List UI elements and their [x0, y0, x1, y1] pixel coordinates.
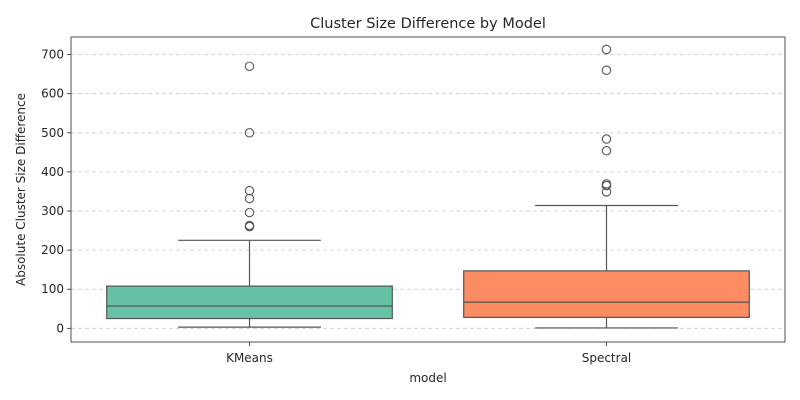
y-axis-label: Absolute Cluster Size Difference — [14, 93, 28, 286]
outlier-point — [244, 193, 255, 204]
outlier-point — [244, 128, 255, 138]
y-tick-label: 100 — [41, 282, 64, 296]
outlier-point — [601, 44, 612, 55]
x-axis-label: model — [409, 371, 446, 385]
iqr-box — [106, 285, 393, 320]
y-axis-ticks: 0 100 200 300 400 500 600 700 — [41, 48, 71, 335]
chart-title: Cluster Size Difference by Model — [310, 16, 546, 32]
iqr-box — [463, 270, 750, 318]
y-tick-label: 500 — [41, 126, 64, 140]
box-spectral — [463, 44, 750, 329]
box-kmeans — [106, 61, 393, 328]
outlier-point — [244, 185, 255, 196]
plot-frame — [70, 36, 786, 343]
outlier-point — [601, 187, 612, 197]
boxes-group — [106, 44, 750, 329]
y-tick-label: 700 — [41, 48, 64, 62]
outlier-point — [244, 220, 255, 231]
x-tick-label: Spectral — [582, 351, 632, 365]
outlier-point — [601, 179, 612, 189]
y-tick-label: 400 — [41, 165, 64, 179]
outlier-point — [244, 207, 255, 218]
outlier-point — [601, 65, 612, 75]
y-tick-label: 300 — [41, 204, 64, 218]
x-axis-ticks: KMeans Spectral — [226, 342, 631, 365]
y-tick-label: 600 — [41, 87, 64, 101]
outlier-point — [601, 146, 612, 156]
outlier-point — [244, 61, 255, 72]
x-tick-label: KMeans — [226, 351, 273, 365]
y-tick-label: 0 — [56, 321, 64, 335]
y-tick-label: 200 — [41, 243, 64, 257]
outlier-point — [601, 134, 612, 144]
